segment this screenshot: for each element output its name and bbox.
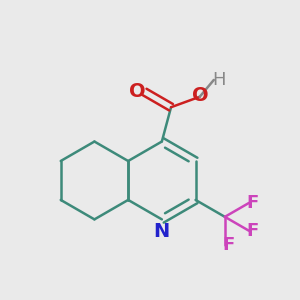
Text: O: O xyxy=(129,82,146,101)
Text: O: O xyxy=(192,86,209,105)
Text: F: F xyxy=(247,222,259,240)
Text: N: N xyxy=(154,222,170,241)
Text: F: F xyxy=(247,194,259,212)
Text: F: F xyxy=(223,236,235,253)
Text: H: H xyxy=(212,71,226,89)
